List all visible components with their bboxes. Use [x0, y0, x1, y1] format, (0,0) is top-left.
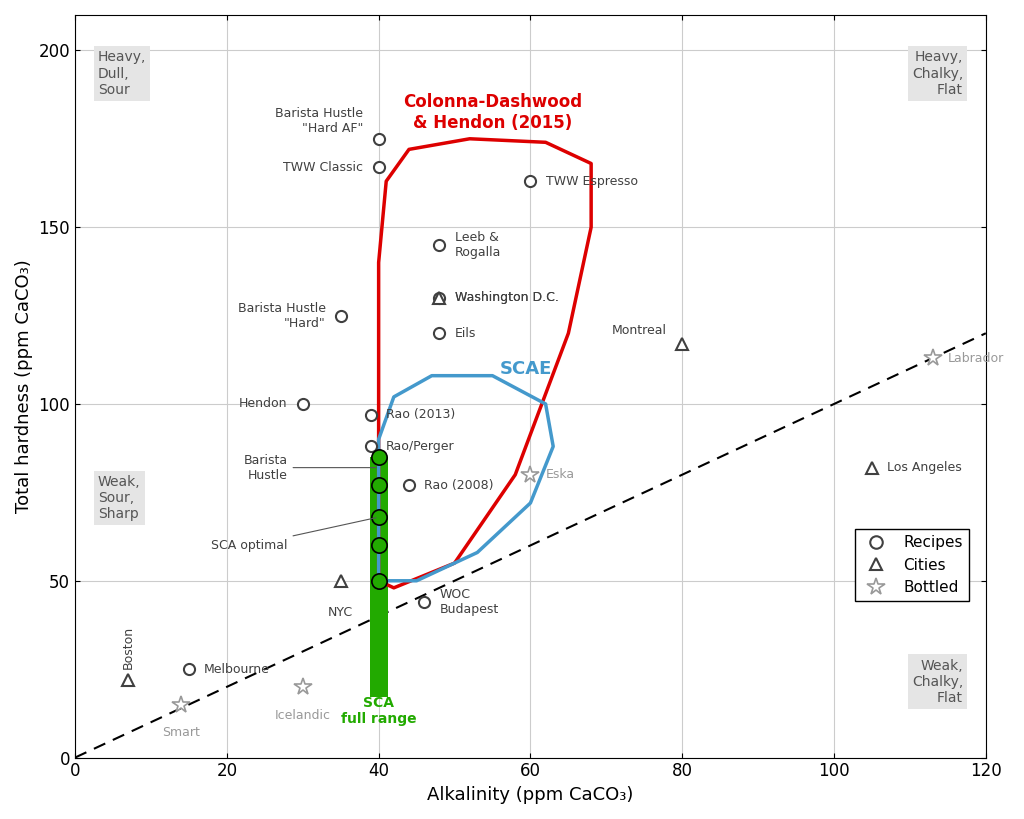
X-axis label: Alkalinity (ppm CaCO₃): Alkalinity (ppm CaCO₃) [427, 786, 634, 804]
Text: Colonna-Dashwood
& Hendon (2015): Colonna-Dashwood & Hendon (2015) [402, 93, 582, 132]
Text: Washington D.C.: Washington D.C. [455, 292, 558, 305]
Text: Rao/Perger: Rao/Perger [386, 440, 455, 453]
Text: SCAE: SCAE [500, 360, 552, 378]
Text: TWW Espresso: TWW Espresso [546, 174, 638, 188]
Text: Los Angeles: Los Angeles [887, 461, 962, 474]
Text: Washington D.C.: Washington D.C. [455, 292, 558, 305]
Text: Heavy,
Dull,
Sour: Heavy, Dull, Sour [98, 50, 146, 97]
Text: Barista Hustle
"Hard": Barista Hustle "Hard" [238, 301, 326, 329]
Text: Boston: Boston [122, 626, 135, 669]
Text: SCA
full range: SCA full range [341, 695, 417, 726]
Text: Smart: Smart [163, 726, 201, 740]
Text: Hendon: Hendon [239, 397, 288, 410]
Legend: Recipes, Cities, Bottled: Recipes, Cities, Bottled [855, 529, 969, 601]
Text: Montreal: Montreal [612, 324, 667, 337]
Text: Melbourne: Melbourne [204, 663, 270, 676]
Text: Icelandic: Icelandic [274, 708, 331, 722]
Text: Rao (2008): Rao (2008) [424, 479, 494, 491]
Text: TWW Classic: TWW Classic [284, 161, 364, 174]
Text: Weak,
Chalky,
Flat: Weak, Chalky, Flat [911, 658, 963, 705]
Text: Heavy,
Chalky,
Flat: Heavy, Chalky, Flat [911, 50, 963, 97]
Y-axis label: Total hardness (ppm CaCO₃): Total hardness (ppm CaCO₃) [15, 260, 33, 514]
Text: Eska: Eska [546, 468, 574, 482]
Text: Weak,
Sour,
Sharp: Weak, Sour, Sharp [98, 475, 140, 521]
Text: Rao (2013): Rao (2013) [386, 408, 456, 421]
Text: Labrador: Labrador [948, 351, 1005, 364]
Text: Barista Hustle
"Hard AF": Barista Hustle "Hard AF" [275, 107, 364, 135]
Text: NYC: NYC [328, 605, 353, 618]
Text: Leeb &
Rogalla: Leeb & Rogalla [455, 231, 501, 259]
Text: Barista
Hustle: Barista Hustle [244, 454, 376, 482]
Text: WOC
Budapest: WOC Budapest [439, 588, 499, 616]
Text: Eils: Eils [455, 327, 476, 340]
Text: SCA optimal: SCA optimal [211, 518, 376, 552]
